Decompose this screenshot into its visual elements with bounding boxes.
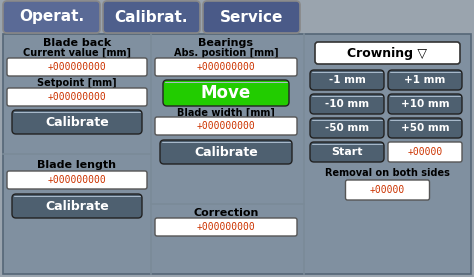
FancyBboxPatch shape xyxy=(310,94,384,114)
FancyBboxPatch shape xyxy=(12,194,142,218)
FancyBboxPatch shape xyxy=(346,180,429,200)
Text: Calibrate: Calibrate xyxy=(194,145,258,158)
FancyBboxPatch shape xyxy=(388,94,462,114)
Text: Service: Service xyxy=(220,9,283,24)
Text: Blade width [mm]: Blade width [mm] xyxy=(177,108,275,118)
FancyBboxPatch shape xyxy=(310,70,384,90)
Text: +000000000: +000000000 xyxy=(47,62,106,72)
FancyBboxPatch shape xyxy=(203,1,300,33)
Text: Calibrate: Calibrate xyxy=(45,116,109,129)
Text: +50 mm: +50 mm xyxy=(401,123,449,133)
FancyBboxPatch shape xyxy=(388,118,462,138)
Text: Start: Start xyxy=(331,147,363,157)
Text: Blade length: Blade length xyxy=(37,160,117,170)
Text: +000000000: +000000000 xyxy=(197,121,255,131)
Text: +10 mm: +10 mm xyxy=(401,99,449,109)
FancyBboxPatch shape xyxy=(3,34,471,274)
Text: -50 mm: -50 mm xyxy=(325,123,369,133)
Text: Calibrate: Calibrate xyxy=(45,199,109,212)
FancyBboxPatch shape xyxy=(7,58,147,76)
Text: Operat.: Operat. xyxy=(19,9,84,24)
Text: +00000: +00000 xyxy=(407,147,443,157)
Text: Setpoint [mm]: Setpoint [mm] xyxy=(37,78,117,88)
FancyBboxPatch shape xyxy=(315,42,460,64)
Text: Abs. position [mm]: Abs. position [mm] xyxy=(173,48,278,58)
Text: Move: Move xyxy=(201,84,251,102)
FancyBboxPatch shape xyxy=(155,117,297,135)
FancyBboxPatch shape xyxy=(3,1,100,33)
FancyBboxPatch shape xyxy=(155,58,297,76)
FancyBboxPatch shape xyxy=(310,142,384,162)
Text: +000000000: +000000000 xyxy=(197,222,255,232)
Text: Calibrat.: Calibrat. xyxy=(115,9,188,24)
FancyBboxPatch shape xyxy=(12,110,142,134)
Text: Blade back: Blade back xyxy=(43,38,111,48)
FancyBboxPatch shape xyxy=(7,171,147,189)
Text: -1 mm: -1 mm xyxy=(328,75,365,85)
FancyBboxPatch shape xyxy=(310,118,384,138)
Text: +1 mm: +1 mm xyxy=(404,75,446,85)
FancyBboxPatch shape xyxy=(388,142,462,162)
Text: Current value [mm]: Current value [mm] xyxy=(23,48,131,58)
FancyBboxPatch shape xyxy=(163,80,289,106)
Text: +000000000: +000000000 xyxy=(47,175,106,185)
Text: Bearings: Bearings xyxy=(199,38,254,48)
FancyBboxPatch shape xyxy=(7,88,147,106)
FancyBboxPatch shape xyxy=(160,140,292,164)
Text: +000000000: +000000000 xyxy=(197,62,255,72)
Text: -10 mm: -10 mm xyxy=(325,99,369,109)
Text: Crowning ▽: Crowning ▽ xyxy=(347,47,428,60)
Text: Removal on both sides: Removal on both sides xyxy=(325,168,450,178)
FancyBboxPatch shape xyxy=(103,1,200,33)
Text: Correction: Correction xyxy=(193,208,259,218)
Text: +000000000: +000000000 xyxy=(47,92,106,102)
FancyBboxPatch shape xyxy=(388,70,462,90)
FancyBboxPatch shape xyxy=(155,218,297,236)
Text: +00000: +00000 xyxy=(370,185,405,195)
